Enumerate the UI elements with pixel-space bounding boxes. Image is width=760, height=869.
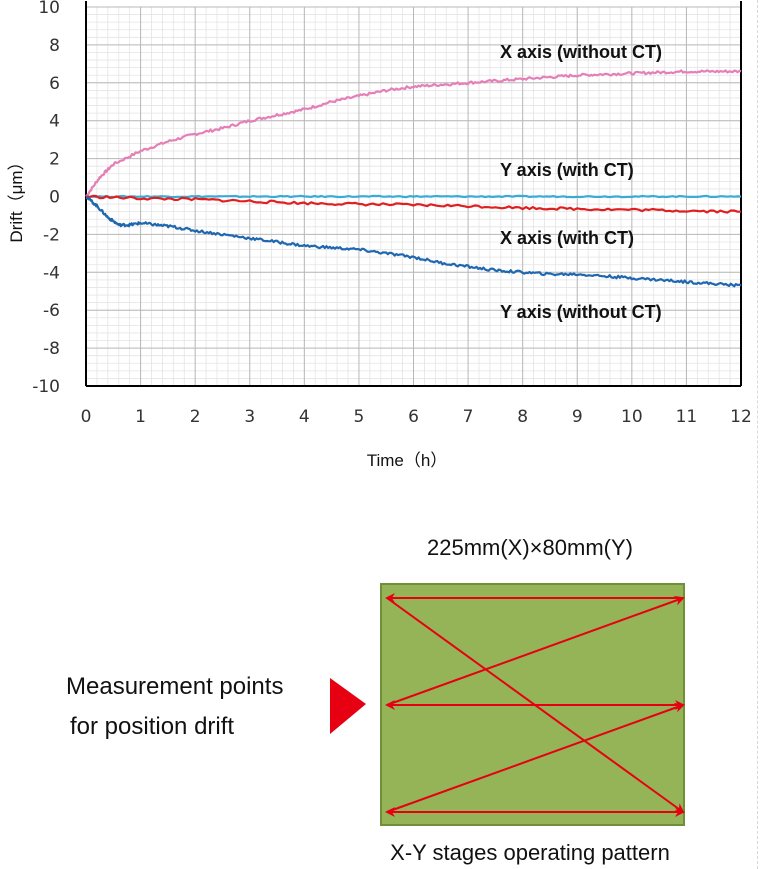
series-line — [85, 194, 741, 214]
x-tick-label: 11 — [676, 407, 698, 427]
chart-axes — [85, 1, 742, 387]
x-tick-label: 2 — [190, 407, 201, 427]
y-tick-label: 4 — [49, 112, 60, 132]
pointer-arrow-icon — [330, 678, 366, 734]
series-label-x-with-ct: X axis (with CT) — [500, 228, 634, 248]
x-tick-label: 10 — [621, 407, 643, 427]
x-tick-label: 3 — [244, 407, 255, 427]
x-tick-label: 5 — [354, 407, 365, 427]
y-tick-label: -4 — [43, 263, 60, 283]
y-tick-label: -8 — [43, 339, 60, 359]
x-axis-title: Time（h） — [367, 451, 448, 470]
x-tick-label: 9 — [572, 407, 583, 427]
series-label-y-without-ct: Y axis (without CT) — [500, 302, 662, 322]
operating-path — [385, 593, 685, 817]
measurement-label-line1: Measurement points — [66, 673, 284, 700]
x-tick-label: 8 — [517, 407, 528, 427]
stage-pattern-caption: X-Y stages operating pattern — [390, 840, 670, 865]
y-tick-labels: 10 8 6 4 2 0 -2 -4 -6 -8 -10 — [32, 0, 60, 397]
path-arrow — [386, 596, 685, 706]
y-tick-label: -10 — [32, 377, 60, 397]
x-tick-label: 6 — [408, 407, 419, 427]
y-tick-label: 10 — [38, 0, 60, 18]
x-tick-label: 1 — [135, 407, 146, 427]
y-tick-label: -6 — [43, 301, 60, 321]
y-tick-label: 2 — [49, 150, 60, 170]
y-tick-label: 6 — [49, 74, 60, 94]
measurement-label-line2: for position drift — [70, 713, 235, 740]
stage-size-label: 225mm(X)×80mm(Y) — [427, 535, 633, 560]
y-tick-label: -2 — [43, 225, 60, 245]
x-tick-label: 4 — [299, 407, 310, 427]
x-tick-label: 7 — [463, 407, 474, 427]
series-line — [85, 196, 742, 288]
x-tick-labels: 0 1 2 3 4 5 6 7 8 9 10 11 12 — [81, 407, 752, 427]
stage-pattern-diagram: 225mm(X)×80mm(Y) Measurement points for … — [0, 490, 760, 869]
x-tick-label: 12 — [730, 407, 752, 427]
edge-divider — [757, 0, 758, 869]
series-line — [85, 194, 742, 199]
series-label-x-without-ct: X axis (without CT) — [500, 42, 662, 62]
series-label-y-with-ct: Y axis (with CT) — [500, 160, 634, 180]
x-tick-label: 0 — [81, 407, 92, 427]
y-tick-label: 8 — [49, 36, 60, 56]
y-axis-title: Drift（μm） — [7, 153, 26, 242]
series-line — [85, 69, 742, 198]
path-arrow — [386, 703, 685, 813]
y-tick-label: 0 — [49, 188, 60, 208]
chart-series — [85, 69, 742, 288]
